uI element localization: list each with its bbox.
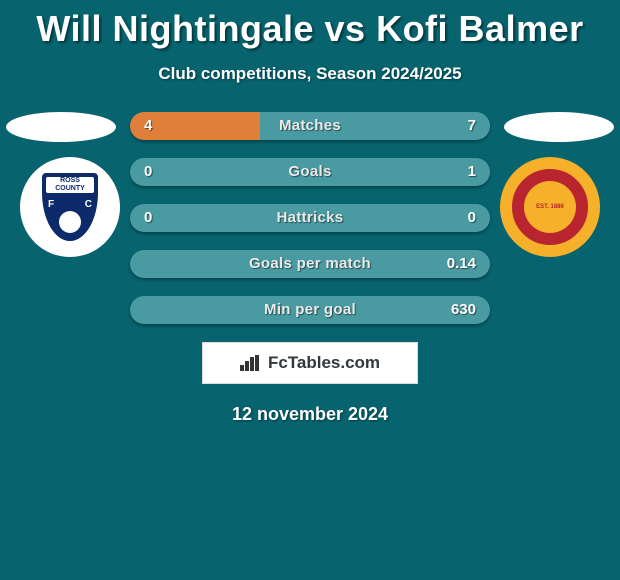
player-oval-left (6, 112, 116, 142)
crest-left-band: ROSS COUNTY (46, 177, 94, 193)
stat-label: Hattricks (130, 204, 490, 232)
stat-label: Min per goal (130, 296, 490, 324)
crest-left-f: F (48, 199, 54, 210)
ball-icon (59, 211, 81, 233)
stat-bars: Matches47Goals01Hattricks00Goals per mat… (130, 112, 490, 324)
stat-value-right: 0.14 (447, 250, 476, 278)
crest-right-inner: EST. 1886 (524, 181, 576, 233)
motherwell-badge-icon: EST. 1886 (509, 166, 591, 248)
stat-label: Goals (130, 158, 490, 186)
stat-value-left: 0 (144, 158, 152, 186)
club-crest-left: ROSS COUNTY F C (20, 157, 120, 257)
stat-value-left: 4 (144, 112, 152, 140)
bar-chart-icon (240, 355, 262, 371)
stat-value-left: 0 (144, 204, 152, 232)
stat-row: Min per goal630 (130, 296, 490, 324)
comparison-panel: ROSS COUNTY F C EST. 1886 Matches4 7 Goals… (0, 112, 620, 425)
stat-row: Hattricks0 0 (130, 204, 490, 232)
player-oval-right (504, 112, 614, 142)
stat-row: Matches4 7 (130, 112, 490, 140)
crest-left-c: C (85, 199, 92, 210)
brand-box: FcTables.com (202, 342, 418, 384)
stat-label: Goals per match (130, 250, 490, 278)
stat-label: Matches (130, 112, 490, 140)
brand-text: FcTables.com (268, 353, 380, 373)
stat-value-right: 1 (468, 158, 476, 186)
stat-row: Goals per match0.14 (130, 250, 490, 278)
page-subtitle: Club competitions, Season 2024/2025 (0, 64, 620, 84)
club-crest-right: EST. 1886 (500, 157, 600, 257)
stat-value-right: 630 (451, 296, 476, 324)
stat-value-right: 7 (468, 112, 476, 140)
page-title: Will Nightingale vs Kofi Balmer (0, 0, 620, 50)
date-label: 12 november 2024 (0, 404, 620, 425)
stat-value-right: 0 (468, 204, 476, 232)
ross-county-shield-icon: ROSS COUNTY F C (40, 171, 100, 243)
stat-row: Goals0 1 (130, 158, 490, 186)
